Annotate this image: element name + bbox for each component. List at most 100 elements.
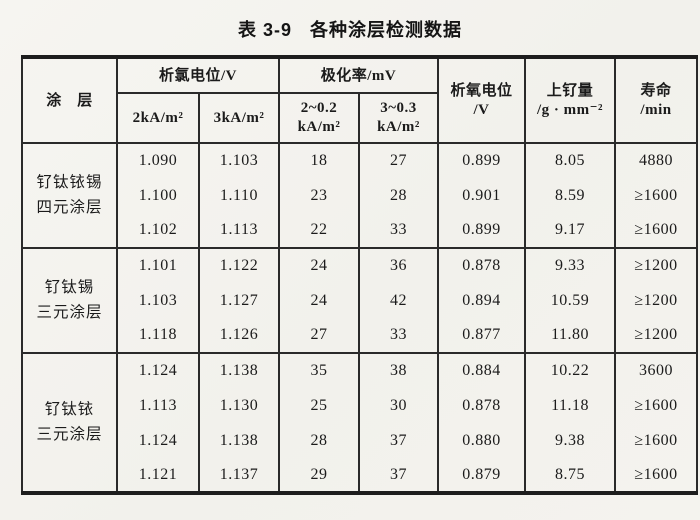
data-cell: 0.894 bbox=[437, 283, 526, 318]
subheader-3kA: 3kA/m² bbox=[197, 93, 280, 143]
data-cell: 1.113 bbox=[116, 388, 199, 423]
data-cell: 1.126 bbox=[197, 318, 280, 353]
data-cell: 1.118 bbox=[116, 318, 199, 353]
data-cell: ≥1600 bbox=[614, 388, 698, 423]
data-cell: ≥1200 bbox=[614, 247, 698, 283]
row-group-label-quaternary: 钌钛铱锡 四元涂层 bbox=[21, 142, 117, 248]
data-cell: 1.121 bbox=[116, 458, 199, 493]
data-cell: 30 bbox=[358, 388, 439, 423]
subheader-2-02kA-line2: kA/m² bbox=[297, 119, 341, 135]
loading-header-line1: 上钌量 bbox=[546, 82, 594, 99]
table-row: 钌钛锡 三元涂层 1.101 1.122 24 36 0.878 9.33 ≥12… bbox=[21, 247, 698, 353]
table-row: 1.121 1.137 29 37 0.879 8.75 ≥1600 bbox=[22, 458, 698, 493]
table-row: 1.124 1.138 28 37 0.880 9.38 ≥1600 bbox=[22, 423, 698, 458]
data-cell: 0.899 bbox=[437, 142, 526, 178]
data-cell: ≥1600 bbox=[614, 178, 698, 213]
group-label-line2: 三元涂层 bbox=[36, 425, 103, 443]
data-cell: 0.901 bbox=[437, 178, 526, 213]
data-cell: ≥1600 bbox=[614, 423, 698, 458]
data-cell: 11.80 bbox=[524, 318, 616, 353]
table-row: 1.103 1.127 24 42 0.894 10.59 ≥1200 bbox=[22, 283, 698, 318]
data-cell: 28 bbox=[358, 178, 439, 213]
data-cell: 9.38 bbox=[524, 423, 616, 458]
coating-data-table: 涂 层 析氯电位/V 极化率/mV 析氧电位/V 上钌量/g · mm⁻² 寿命… bbox=[21, 55, 699, 495]
data-cell: 4880 bbox=[614, 142, 698, 178]
subheader-3-03kA-text: 3~0.3 kA/m² bbox=[377, 99, 420, 137]
data-cell: 1.102 bbox=[116, 213, 199, 248]
data-cell: 1.127 bbox=[197, 283, 280, 318]
table-row: 1.118 1.126 27 33 0.877 11.80 ≥1200 bbox=[22, 318, 698, 353]
data-cell: 27 bbox=[278, 318, 360, 353]
row-group-label-ir-ternary: 钌钛铱 三元涂层 bbox=[21, 352, 117, 493]
data-cell: 1.137 bbox=[197, 458, 280, 493]
subheader-2-02kA: 2~0.2 kA/m² bbox=[278, 93, 360, 143]
data-cell: 1.100 bbox=[116, 178, 199, 213]
data-cell: ≥1200 bbox=[614, 318, 698, 353]
subheader-3-03kA-line2: kA/m² bbox=[377, 119, 420, 135]
data-cell: 29 bbox=[278, 458, 360, 493]
data-cell: 1.124 bbox=[116, 423, 199, 458]
data-cell: 8.05 bbox=[524, 142, 616, 178]
group-label-line1: 钌钛锡 bbox=[44, 278, 95, 296]
data-cell: 33 bbox=[358, 213, 439, 248]
data-cell: 1.113 bbox=[197, 213, 280, 248]
col-header-polarization-rate: 极化率/mV bbox=[278, 57, 439, 94]
data-cell: 11.18 bbox=[524, 388, 616, 423]
col-header-oxygen-potential: 析氧电位/V bbox=[437, 57, 526, 143]
data-cell: 10.59 bbox=[524, 283, 616, 318]
data-cell: 0.878 bbox=[437, 247, 526, 283]
table-row: 1.102 1.113 22 33 0.899 9.17 ≥1600 bbox=[22, 213, 698, 248]
table-row: 1.100 1.110 23 28 0.901 8.59 ≥1600 bbox=[22, 178, 698, 213]
table-caption: 表 3-9 各种涂层检测数据 bbox=[0, 16, 700, 42]
data-cell: 1.130 bbox=[197, 388, 280, 423]
data-cell: 0.878 bbox=[437, 388, 526, 423]
data-cell: 22 bbox=[278, 213, 360, 248]
data-cell: 24 bbox=[278, 283, 360, 318]
table-row: 1.113 1.130 25 30 0.878 11.18 ≥1600 bbox=[22, 388, 698, 423]
loading-header-line2: /g · mm⁻² bbox=[536, 101, 604, 118]
data-cell: 1.122 bbox=[197, 247, 280, 283]
data-cell: 24 bbox=[278, 247, 360, 283]
oxygen-header-text: 析氧电位/V bbox=[451, 82, 513, 120]
data-cell: 1.103 bbox=[116, 283, 199, 318]
data-cell: 27 bbox=[358, 142, 439, 178]
subheader-3-03kA: 3~0.3 kA/m² bbox=[358, 93, 439, 143]
table-row: 钌钛铱锡 四元涂层 1.090 1.103 18 27 0.899 8.05 48… bbox=[21, 142, 698, 248]
caption-table-number: 表 3-9 bbox=[237, 20, 293, 40]
data-cell: 1.138 bbox=[197, 352, 280, 388]
row-group-label-sn-ternary: 钌钛锡 三元涂层 bbox=[21, 247, 117, 353]
subheader-3-03kA-line1: 3~0.3 bbox=[380, 100, 417, 117]
loading-header-text: 上钌量/g · mm⁻² bbox=[537, 82, 603, 120]
data-cell: 28 bbox=[278, 423, 360, 458]
lifetime-header-line1: 寿命 bbox=[640, 82, 672, 99]
lifetime-header-text: 寿命/min bbox=[640, 82, 671, 120]
data-cell: 1.110 bbox=[197, 178, 280, 213]
caption-title-text: 各种涂层检测数据 bbox=[310, 20, 463, 40]
data-cell: 1.103 bbox=[197, 142, 280, 178]
data-cell: 42 bbox=[358, 283, 439, 318]
data-cell: 0.879 bbox=[437, 458, 526, 493]
data-cell: 1.101 bbox=[116, 247, 199, 283]
data-cell: 23 bbox=[278, 178, 360, 213]
data-cell: 35 bbox=[278, 352, 360, 388]
data-cell: 0.899 bbox=[437, 213, 526, 248]
data-cell: 18 bbox=[278, 142, 360, 178]
lifetime-header-line2: /min bbox=[640, 101, 672, 118]
data-cell: 36 bbox=[358, 247, 439, 283]
oxygen-header-line1: 析氧电位 bbox=[450, 82, 513, 99]
subheader-2kA: 2kA/m² bbox=[116, 93, 199, 143]
subheader-2-02kA-line1: 2~0.2 bbox=[300, 100, 338, 117]
data-cell: 0.880 bbox=[437, 423, 526, 458]
group-label-line2: 四元涂层 bbox=[36, 198, 103, 216]
data-cell: 37 bbox=[358, 423, 439, 458]
data-cell: 0.884 bbox=[437, 352, 526, 388]
table-row: 钌钛铱 三元涂层 1.124 1.138 35 38 0.884 10.22 36… bbox=[21, 352, 698, 493]
col-header-ruthenium-loading: 上钌量/g · mm⁻² bbox=[524, 57, 616, 143]
data-cell: 0.877 bbox=[437, 318, 526, 353]
data-cell: 8.75 bbox=[524, 458, 616, 493]
data-cell: ≥1600 bbox=[614, 213, 698, 248]
data-cell: 1.124 bbox=[116, 352, 199, 388]
col-header-chlorine-potential: 析氯电位/V bbox=[115, 57, 280, 94]
group-label-line2: 三元涂层 bbox=[36, 303, 103, 321]
